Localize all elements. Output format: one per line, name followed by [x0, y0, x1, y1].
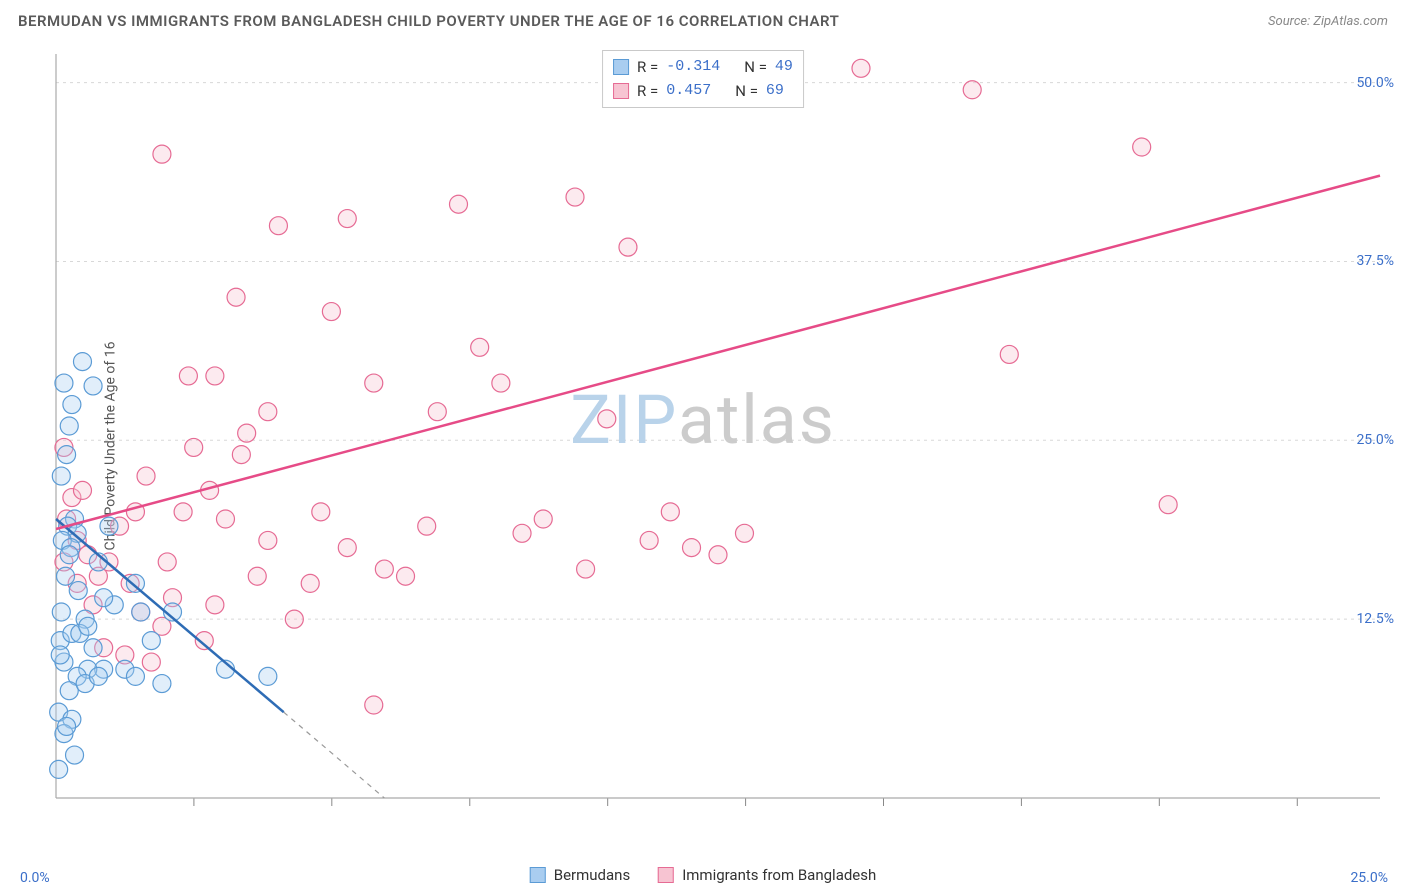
swatch-series-b-icon — [658, 867, 674, 883]
n-value-a: 49 — [775, 55, 793, 79]
legend-label-a: Bermudans — [554, 866, 630, 884]
bottom-legend: Bermudans Immigrants from Bangladesh — [530, 866, 877, 884]
swatch-series-a-icon — [530, 867, 546, 883]
legend-item-a: Bermudans — [530, 866, 630, 884]
y-tick-label: 25.0% — [1356, 432, 1394, 448]
r-label: R = — [637, 79, 658, 103]
n-label: N = — [735, 79, 758, 103]
n-value-b: 69 — [766, 79, 784, 103]
r-label: R = — [637, 55, 658, 79]
y-tick-label: 50.0% — [1356, 75, 1394, 91]
legend-label-b: Immigrants from Bangladesh — [682, 866, 876, 884]
legend-item-b: Immigrants from Bangladesh — [658, 866, 876, 884]
stats-row-a: R = -0.314 N = 49 — [613, 55, 793, 79]
r-value-a: -0.314 — [666, 55, 720, 79]
x-origin-label: 0.0% — [20, 870, 50, 886]
swatch-series-a-icon — [613, 59, 629, 75]
stats-row-b: R = 0.457 N = 69 — [613, 79, 793, 103]
stats-legend: R = -0.314 N = 49 R = 0.457 N = 69 — [602, 50, 804, 108]
n-label: N = — [744, 55, 767, 79]
chart-title: BERMUDAN VS IMMIGRANTS FROM BANGLADESH C… — [18, 12, 839, 30]
x-max-label: 25.0% — [1350, 870, 1388, 886]
source-attribution: Source: ZipAtlas.com — [1268, 14, 1388, 29]
r-value-b: 0.457 — [666, 79, 711, 103]
y-tick-label: 12.5% — [1356, 611, 1394, 627]
scatter-chart — [48, 48, 1388, 838]
y-tick-label: 37.5% — [1356, 253, 1394, 269]
swatch-series-b-icon — [613, 83, 629, 99]
